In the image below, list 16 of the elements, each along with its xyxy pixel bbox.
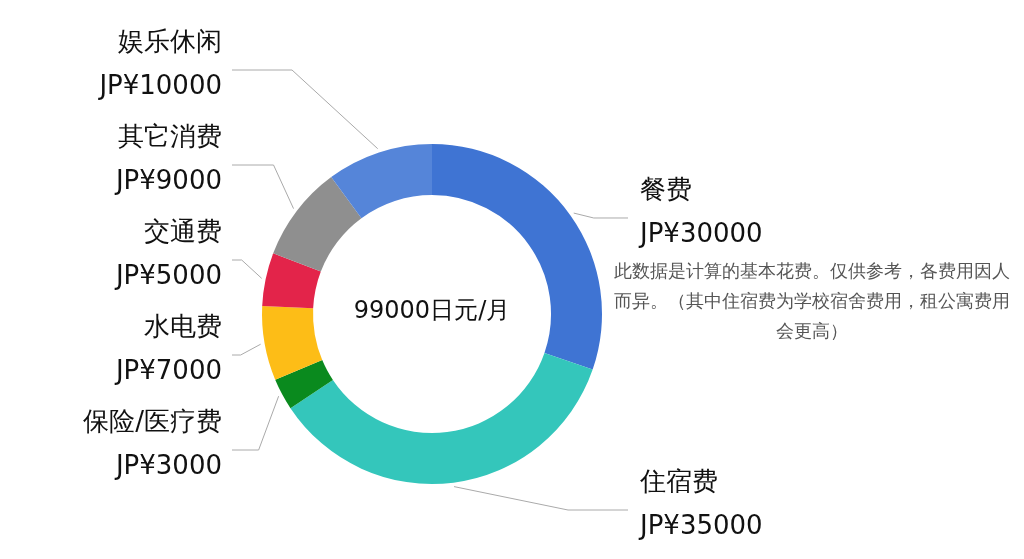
data-label: JP¥3000 — [113, 449, 222, 480]
data-label: JP¥35000 — [638, 509, 763, 540]
slice-label: 其它消费 — [118, 120, 222, 151]
slice-label: 住宿费 — [639, 465, 718, 496]
text: 99000日元/月 — [352, 295, 512, 326]
data-label: JP¥9000 — [113, 164, 222, 195]
slice-label: 餐费 — [640, 173, 692, 204]
data-label: JP¥10000 — [97, 69, 222, 100]
data-label: JP¥7000 — [113, 354, 222, 385]
text: 此数据是计算的基本花费。仅供参考，各费用因人而异。（其中住宿费为学校宿舍费用，租公寓费用会更高） — [613, 259, 1011, 343]
data-label: JP¥5000 — [113, 259, 222, 290]
slice-label: 水电费 — [144, 310, 222, 341]
data-label: JP¥30000 — [638, 217, 763, 248]
slice-label: 保险/医疗费 — [83, 405, 222, 436]
slice-label: 交通费 — [144, 215, 222, 246]
slice-label: 娱乐休闲 — [118, 25, 222, 56]
